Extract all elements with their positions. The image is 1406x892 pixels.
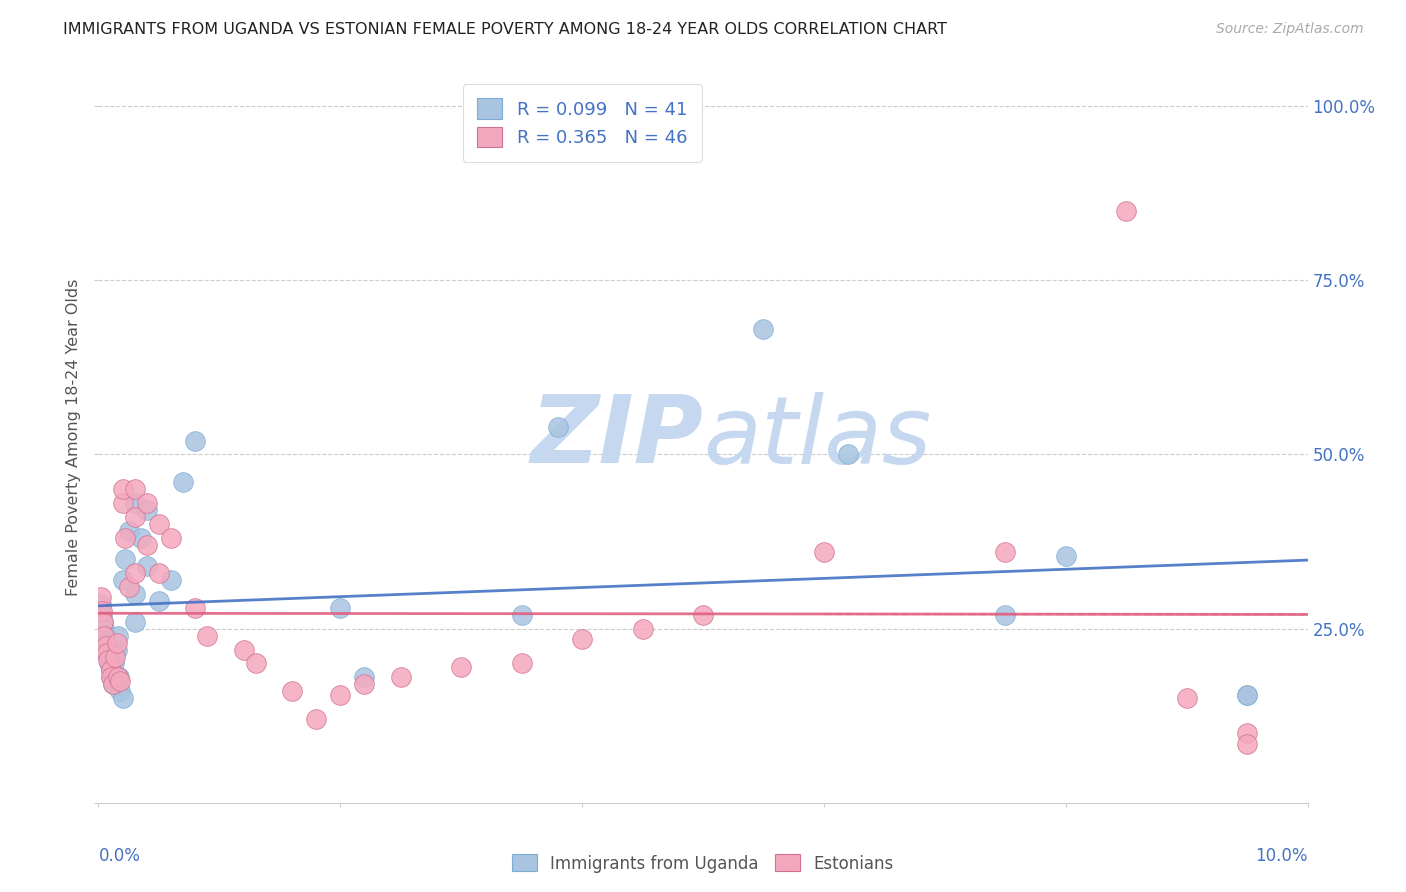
Point bbox=[97, 649, 120, 664]
Point bbox=[389, 670, 412, 684]
Point bbox=[124, 496, 146, 510]
Point bbox=[329, 688, 352, 702]
Point bbox=[104, 649, 127, 664]
Point bbox=[101, 677, 124, 691]
Point bbox=[91, 615, 114, 629]
Legend: Immigrants from Uganda, Estonians: Immigrants from Uganda, Estonians bbox=[505, 847, 901, 880]
Point bbox=[101, 677, 124, 691]
Text: atlas: atlas bbox=[703, 392, 931, 483]
Point bbox=[135, 538, 157, 552]
Point bbox=[129, 531, 152, 545]
Point bbox=[1236, 737, 1258, 751]
Point bbox=[96, 646, 118, 660]
Point bbox=[172, 475, 194, 490]
Point bbox=[148, 566, 170, 580]
Point bbox=[93, 629, 115, 643]
Point bbox=[245, 657, 267, 671]
Y-axis label: Female Poverty Among 18-24 Year Olds: Female Poverty Among 18-24 Year Olds bbox=[66, 278, 82, 596]
Point bbox=[97, 642, 120, 657]
Text: 0.0%: 0.0% bbox=[98, 847, 141, 864]
Point bbox=[111, 496, 134, 510]
Point bbox=[1236, 688, 1258, 702]
Point bbox=[93, 622, 115, 636]
Point bbox=[631, 622, 654, 636]
Point bbox=[124, 566, 146, 580]
Text: 10.0%: 10.0% bbox=[1256, 847, 1308, 864]
Point bbox=[1175, 691, 1198, 706]
Point bbox=[103, 657, 125, 671]
Point bbox=[91, 607, 114, 622]
Point bbox=[100, 664, 122, 678]
Point bbox=[160, 531, 183, 545]
Point bbox=[510, 607, 533, 622]
Point bbox=[96, 635, 118, 649]
Point bbox=[692, 607, 714, 622]
Point bbox=[105, 635, 128, 649]
Point bbox=[108, 670, 131, 684]
Point bbox=[94, 639, 117, 653]
Point bbox=[124, 587, 146, 601]
Text: IMMIGRANTS FROM UGANDA VS ESTONIAN FEMALE POVERTY AMONG 18-24 YEAR OLDS CORRELAT: IMMIGRANTS FROM UGANDA VS ESTONIAN FEMAL… bbox=[63, 22, 948, 37]
Point bbox=[752, 322, 775, 336]
Point bbox=[108, 684, 131, 698]
Text: ZIP: ZIP bbox=[530, 391, 703, 483]
Point bbox=[510, 657, 533, 671]
Point bbox=[1054, 549, 1077, 563]
Point bbox=[232, 642, 254, 657]
Point bbox=[114, 552, 136, 566]
Point bbox=[108, 673, 131, 688]
Point bbox=[91, 604, 114, 618]
Point bbox=[450, 660, 472, 674]
Point bbox=[994, 607, 1017, 622]
Point bbox=[135, 558, 157, 573]
Point bbox=[184, 434, 207, 448]
Text: Source: ZipAtlas.com: Source: ZipAtlas.com bbox=[1216, 22, 1364, 37]
Point bbox=[124, 615, 146, 629]
Point bbox=[100, 670, 122, 684]
Point bbox=[1236, 726, 1258, 740]
Point bbox=[94, 629, 117, 643]
Point bbox=[114, 531, 136, 545]
Point bbox=[160, 573, 183, 587]
Point bbox=[148, 517, 170, 532]
Point bbox=[124, 483, 146, 497]
Point bbox=[111, 573, 134, 587]
Point bbox=[98, 657, 121, 671]
Point bbox=[571, 632, 593, 646]
Point bbox=[118, 524, 141, 538]
Point bbox=[91, 615, 114, 629]
Point bbox=[111, 691, 134, 706]
Point bbox=[90, 591, 112, 605]
Point bbox=[111, 483, 134, 497]
Point bbox=[353, 677, 375, 691]
Point bbox=[184, 600, 207, 615]
Point bbox=[100, 664, 122, 678]
Point bbox=[107, 629, 129, 643]
Point bbox=[97, 653, 120, 667]
Point bbox=[1236, 688, 1258, 702]
Point bbox=[135, 496, 157, 510]
Point bbox=[547, 419, 569, 434]
Point bbox=[124, 510, 146, 524]
Point bbox=[148, 594, 170, 608]
Point bbox=[353, 670, 375, 684]
Legend: R = 0.099   N = 41, R = 0.365   N = 46: R = 0.099 N = 41, R = 0.365 N = 46 bbox=[463, 84, 702, 161]
Point bbox=[195, 629, 218, 643]
Point bbox=[107, 670, 129, 684]
Point bbox=[281, 684, 304, 698]
Point bbox=[1115, 203, 1137, 218]
Point bbox=[90, 597, 112, 611]
Point bbox=[305, 712, 328, 726]
Point bbox=[100, 670, 122, 684]
Point bbox=[105, 642, 128, 657]
Point bbox=[118, 580, 141, 594]
Point bbox=[994, 545, 1017, 559]
Point bbox=[837, 448, 859, 462]
Point bbox=[135, 503, 157, 517]
Point bbox=[813, 545, 835, 559]
Point bbox=[329, 600, 352, 615]
